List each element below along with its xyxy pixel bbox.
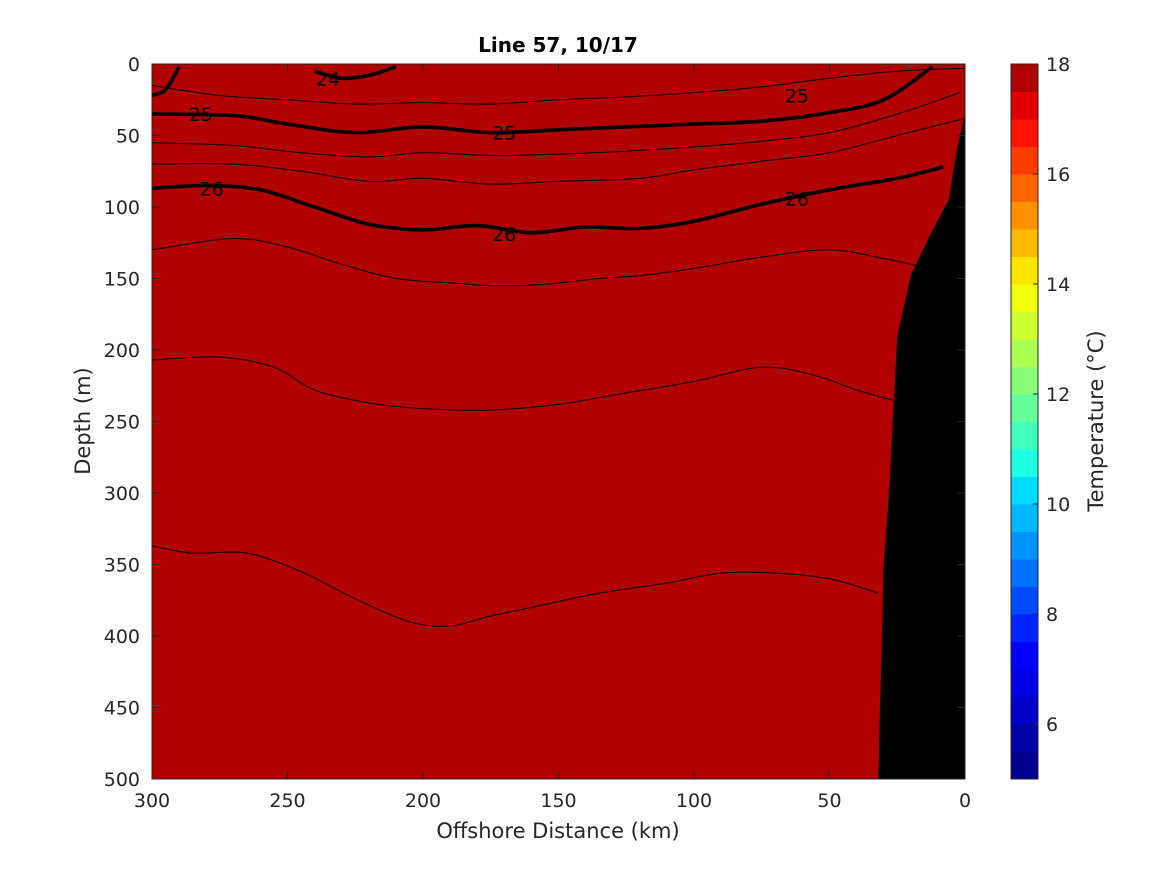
density-contour [152, 117, 965, 185]
x-tick-label: 300 [134, 790, 170, 812]
colorbar-band [1011, 119, 1038, 147]
colorbar-band [1011, 751, 1038, 780]
y-tick-label: 100 [104, 197, 140, 219]
colorbar-band [1011, 696, 1038, 725]
colorbar-band [1011, 394, 1038, 422]
colorbar-band [1011, 421, 1038, 450]
contour-labels: 24 25 25 25 26 26 26 [189, 68, 809, 246]
colorbar-band [1011, 256, 1038, 285]
density-contour [152, 65, 181, 98]
colorbar-band [1011, 366, 1038, 395]
colorbar-tick-label: 10 [1046, 494, 1070, 516]
bottom-topography [878, 114, 965, 779]
colorbar-band [1011, 201, 1038, 230]
colorbar-band [1011, 586, 1038, 615]
y-tick-label: 250 [104, 412, 140, 434]
x-tick-label: 50 [817, 790, 841, 812]
contour-label-text: 24 [316, 68, 340, 90]
y-tick-label: 500 [104, 769, 140, 791]
colorbar-frame [1010, 63, 1039, 780]
x-ticks: 300 250 200 150 100 50 0 [134, 64, 971, 812]
x-tick-label: 200 [405, 790, 441, 812]
x-tick-label: 0 [959, 790, 971, 812]
colorbar-tick-label: 14 [1046, 274, 1070, 296]
contour-label-text: 25 [492, 123, 516, 145]
density-contours [152, 65, 965, 627]
colorbar-tick-label: 18 [1046, 54, 1070, 76]
contour-label: 26 [785, 188, 809, 210]
colorbar-band [1011, 476, 1038, 505]
contour-label-text: 25 [785, 85, 809, 107]
colorbar-band [1011, 449, 1038, 477]
colorbar-band [1011, 669, 1038, 697]
contour-label: 25 [492, 123, 516, 145]
y-tick-label: 300 [104, 483, 140, 505]
colorbar-band [1011, 311, 1038, 340]
colorbar-tick-label: 12 [1046, 384, 1070, 406]
colorbar: 6 8 10 12 14 16 18 [1010, 54, 1070, 780]
temperature-band [152, 64, 965, 779]
colorbar-label: Temperature (°C) [1084, 330, 1108, 512]
y-tick-label: 350 [104, 555, 140, 577]
contour-label-text: 26 [492, 224, 516, 246]
colorbar-tick-label: 16 [1046, 164, 1070, 186]
x-tick-label: 250 [269, 790, 305, 812]
y-tick-label: 200 [104, 340, 140, 362]
density-contour [152, 545, 879, 627]
contour-label-text: 26 [200, 178, 224, 200]
colorbar-band [1011, 229, 1038, 257]
colorbar-band [1011, 64, 1038, 92]
y-tick-label: 450 [104, 698, 140, 720]
temperature-bands [152, 64, 965, 779]
x-tick-label: 100 [676, 790, 712, 812]
colorbar-band [1011, 724, 1038, 752]
density-contour [152, 92, 960, 158]
y-ticks: 0 50 100 150 200 250 300 350 400 450 500 [104, 54, 965, 791]
y-tick-label: 400 [104, 626, 140, 648]
x-axis-label: Offshore Distance (km) [436, 819, 679, 843]
y-tick-label: 50 [116, 126, 140, 148]
y-tick-label: 0 [128, 54, 140, 76]
colorbar-band [1011, 146, 1038, 175]
colorbar-band [1011, 174, 1038, 202]
y-tick-label: 150 [104, 269, 140, 291]
density-contour [152, 67, 965, 105]
density-contour [152, 356, 898, 411]
contour-label: 24 [316, 68, 340, 90]
colorbar-tick-label: 8 [1046, 604, 1058, 626]
density-contour [152, 165, 944, 235]
y-axis-label: Depth (m) [71, 367, 95, 474]
colorbar-band [1011, 284, 1038, 312]
density-contour [152, 65, 934, 135]
contour-label-text: 25 [189, 104, 213, 126]
colorbar-band [1011, 504, 1038, 532]
density-contour [152, 237, 917, 287]
colorbar-band [1011, 91, 1038, 120]
colorbar-band [1011, 531, 1038, 560]
colorbar-tick-label: 6 [1046, 714, 1058, 736]
colorbar-band [1011, 559, 1038, 587]
colorbar-band [1011, 339, 1038, 367]
x-tick-label: 150 [540, 790, 576, 812]
density-contour [314, 65, 397, 81]
contour-label-text: 26 [785, 188, 809, 210]
colorbar-band [1011, 641, 1038, 670]
chart-title: Line 57, 10/17 [478, 33, 638, 57]
contour-label: 25 [785, 85, 809, 107]
plot-area: 24 25 25 25 26 26 26 [152, 64, 965, 779]
colorbar-band [1011, 614, 1038, 642]
contour-label: 25 [189, 104, 213, 126]
contour-label: 26 [492, 224, 516, 246]
contour-label: 26 [200, 178, 224, 200]
